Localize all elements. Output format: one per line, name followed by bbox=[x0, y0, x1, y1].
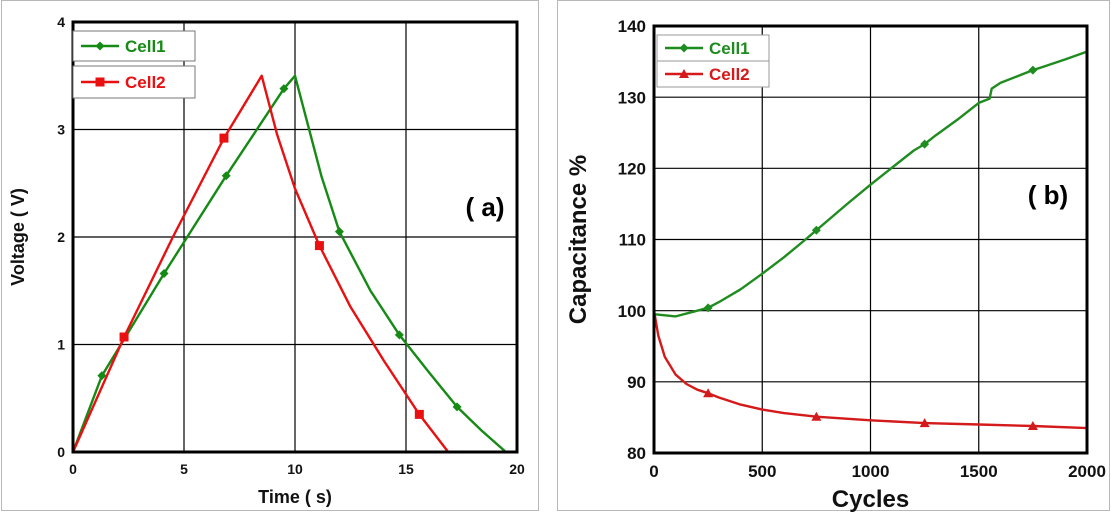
chart-b-svg: 0 500 1000 1500 2000 80 90 100 110 120 130 140 Cycle… bbox=[565, 17, 1106, 512]
chart-b-xtick-label: 500 bbox=[748, 462, 776, 481]
chart-b-xtick-label: 0 bbox=[649, 462, 658, 481]
chart-b-series-2-point bbox=[919, 418, 930, 428]
chart-a-series-1-point bbox=[334, 227, 344, 237]
chart-b-series-1-line bbox=[654, 50, 1087, 318]
chart-a-series-1-point bbox=[452, 402, 462, 412]
chart-a-series-2 bbox=[73, 74, 450, 452]
chart-b-series-1-point bbox=[920, 139, 930, 149]
chart-a-legend-label-1: Cell1 bbox=[125, 37, 166, 56]
chart-a-series-1 bbox=[73, 74, 507, 452]
chart-a-ytick-label: 3 bbox=[57, 122, 65, 138]
chart-a-series-1-point bbox=[159, 269, 169, 279]
chart-b-series-1-point bbox=[1028, 65, 1038, 75]
chart-b-yaxis-title: Capacitance % bbox=[565, 155, 592, 324]
chart-a-xtick-label: 5 bbox=[180, 461, 188, 477]
chart-b-ytick-label: 80 bbox=[627, 444, 646, 463]
chart-a-series-2-point bbox=[314, 241, 324, 251]
chart-b-series-2-point bbox=[1027, 420, 1038, 430]
chart-a-xtick-label: 10 bbox=[287, 461, 303, 477]
chart-panel-b: 0 500 1000 1500 2000 80 90 100 110 120 130 140 Cycle… bbox=[557, 0, 1110, 512]
chart-a-series-1-point bbox=[97, 371, 107, 381]
chart-b-legend-marker-2 bbox=[679, 69, 689, 78]
chart-a-ytick-label: 2 bbox=[57, 229, 65, 245]
chart-a-series-1-point bbox=[394, 330, 404, 340]
chart-a-frame bbox=[71, 20, 519, 454]
chart-a-ytick-label: 1 bbox=[57, 337, 65, 353]
chart-a-ytick-label: 4 bbox=[57, 14, 65, 30]
chart-a-series-2-point bbox=[414, 409, 424, 419]
chart-b-series-2 bbox=[654, 310, 1087, 430]
chart-b-series-2-line bbox=[654, 310, 1087, 430]
chart-a-series-2-point bbox=[119, 332, 129, 342]
chart-b-ytick-label: 90 bbox=[627, 373, 646, 392]
chart-b-series-1 bbox=[654, 50, 1087, 318]
chart-a-legend-marker-2 bbox=[95, 77, 105, 87]
chart-a-series-1-line bbox=[73, 74, 507, 452]
chart-b-xtick-label: 1000 bbox=[852, 462, 890, 481]
chart-b-legend-label-1: Cell1 bbox=[709, 39, 750, 58]
chart-a-series-1-point bbox=[221, 171, 231, 181]
chart-a-panel-label: ( a) bbox=[466, 192, 505, 222]
chart-b-series-1-point bbox=[811, 225, 821, 235]
chart-b-ytick-label: 110 bbox=[619, 231, 646, 250]
chart-a-xaxis-title: Time ( s) bbox=[258, 487, 332, 507]
chart-b-panel-label: ( b) bbox=[1028, 180, 1068, 210]
chart-a-xtick-label: 0 bbox=[69, 461, 77, 477]
chart-b-ytick-label: 130 bbox=[618, 88, 646, 107]
chart-b-series-2-point bbox=[811, 411, 822, 421]
chart-b-xaxis-title: Cycles bbox=[832, 486, 909, 512]
chart-b-xtick-label: 1500 bbox=[960, 462, 998, 481]
chart-a-series-1-point bbox=[279, 84, 289, 94]
chart-a-ytick-label: 0 bbox=[57, 444, 65, 460]
chart-b-legend-marker-1 bbox=[679, 43, 689, 53]
chart-panel-a: 0 5 10 15 20 0 1 2 3 4 Time ( s) Voltage ( V) ( a) Ce… bbox=[1, 0, 539, 511]
chart-b-frame bbox=[652, 24, 1089, 455]
chart-b-ytick-label: 100 bbox=[618, 302, 646, 321]
chart-b-legend-label-2: Cell2 bbox=[709, 65, 750, 84]
chart-b-series-1-point bbox=[703, 303, 713, 313]
chart-a-svg: 0 5 10 15 20 0 1 2 3 4 Time ( s) Voltage ( V) ( a) Ce… bbox=[8, 14, 525, 507]
chart-b-xtick-label: 2000 bbox=[1068, 462, 1106, 481]
chart-a-legend-label-2: Cell2 bbox=[125, 73, 166, 92]
chart-a-series-2-point bbox=[219, 133, 229, 143]
chart-a-xtick-label: 20 bbox=[509, 461, 525, 477]
chart-a-legend-marker-1 bbox=[95, 41, 105, 51]
chart-b-ytick-label: 140 bbox=[618, 17, 646, 36]
chart-b-ytick-label: 120 bbox=[618, 159, 646, 178]
chart-a-yaxis-title: Voltage ( V) bbox=[8, 188, 28, 286]
chart-b-series-2-point bbox=[703, 388, 714, 398]
chart-a-xtick-label: 15 bbox=[398, 461, 414, 477]
chart-a-series-2-line bbox=[73, 74, 450, 452]
